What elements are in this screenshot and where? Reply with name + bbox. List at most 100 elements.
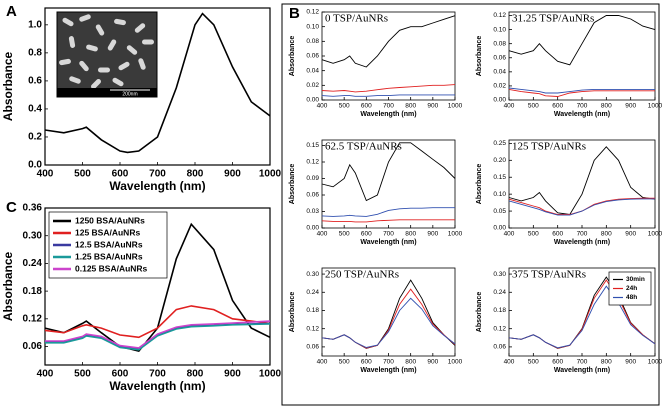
- y-tick-label: 0.30: [493, 271, 506, 278]
- x-tick-label: 500: [528, 103, 539, 110]
- plot: 400 500 600 700 800 900 1000 0.00 0.02 0.04 0.06 0.…: [289, 5, 463, 118]
- y-tick-label: 0.12: [306, 159, 319, 166]
- nanorod: [118, 61, 130, 71]
- y-tick-label: 0.00: [493, 97, 506, 104]
- y-tick-label: 0.24: [23, 258, 43, 269]
- panel-b-frame: [281, 3, 660, 406]
- panel-title: 31.25 TSP/AuNRs: [512, 13, 594, 25]
- x-tick-label: 900: [427, 231, 438, 238]
- series-line: [508, 88, 655, 97]
- y-tick-label: 0.8: [28, 47, 42, 58]
- x-tick-label: 500: [528, 359, 539, 366]
- series-line: [321, 207, 455, 217]
- plot: 400 500 600 700 800 900 1000 0.00 0.03 0.06 0.09 0.…: [289, 139, 463, 246]
- legend-frame: [48, 211, 168, 279]
- x-tick-label: 700: [383, 103, 394, 110]
- legend-label: 0.125 BSA/AuNRs: [75, 263, 148, 273]
- plot-frame: [508, 139, 656, 229]
- y-tick-label: 0.2: [28, 132, 42, 143]
- x-tick-label: 900: [427, 359, 438, 366]
- y-axis-label: Absorbance: [476, 36, 483, 77]
- y-tick-label: 0.12: [493, 12, 506, 19]
- panel-letter: A: [6, 3, 17, 20]
- series-line: [321, 219, 455, 223]
- x-axis-label: Wavelength (nm): [554, 111, 610, 118]
- y-tick-label: 0.05: [493, 208, 506, 215]
- inset-scale-label: 200nm: [122, 91, 137, 97]
- y-tick-label: 0.02: [306, 82, 319, 89]
- plot: 400 500 600 700 800 900 1000 0.00 0.05 0.10 0.15 0.…: [476, 139, 662, 246]
- y-tick-label: 0.06: [306, 192, 319, 199]
- y-tick-label: 0.03: [306, 208, 319, 215]
- x-tick-label: 700: [383, 359, 394, 366]
- y-axis-label: Absorbance: [289, 36, 296, 77]
- scale-strip: [57, 88, 157, 97]
- x-tick-label: 500: [339, 231, 350, 238]
- nanorod: [91, 79, 101, 89]
- y-tick-label: 0.08: [306, 38, 319, 45]
- y-tick-label: 0.10: [306, 23, 319, 30]
- x-tick-label: 400: [317, 231, 328, 238]
- nanorod: [134, 23, 146, 33]
- x-tick-label: 1000: [448, 231, 463, 238]
- x-tick-label: 800: [405, 103, 416, 110]
- x-axis-label: Wavelength (nm): [360, 367, 416, 374]
- series-line: [321, 297, 456, 348]
- y-axis-label: Absorbance: [476, 164, 483, 205]
- nanorod: [68, 36, 76, 48]
- x-tick-label: 400: [37, 169, 54, 180]
- plot: 400 500 600 700 800 900 1000 0.0 0.2 0.4 0.6 0.8 1.0…: [1, 3, 281, 193]
- panel-title: 125 TSP/AuNRs: [512, 141, 586, 153]
- x-axis-label: Wavelength (nm): [360, 111, 416, 118]
- y-tick-label: 1.0: [28, 19, 42, 30]
- x-tick-label: 600: [552, 231, 563, 238]
- y-tick-label: 0.00: [306, 225, 319, 232]
- panel-title: 62.5 TSP/AuNRs: [325, 141, 402, 153]
- y-tick-label: 0.10: [493, 191, 506, 198]
- x-tick-label: 900: [625, 103, 636, 110]
- y-tick-label: 0.24: [306, 289, 319, 296]
- legend-label: 48h: [626, 294, 637, 301]
- y-tick-label: 0.06: [493, 344, 506, 351]
- y-tick-label: 0.08: [493, 40, 506, 47]
- y-tick-label: 0.02: [493, 83, 506, 90]
- x-tick-label: 400: [504, 103, 515, 110]
- series-line: [508, 15, 656, 66]
- x-tick-label: 1000: [648, 359, 662, 366]
- y-tick-label: 0.00: [306, 97, 319, 104]
- y-tick-label: 0.12: [306, 9, 319, 16]
- plot-frame: [321, 139, 456, 229]
- x-tick-label: 600: [552, 359, 563, 366]
- inset-image: 200nm: [56, 11, 158, 98]
- x-tick-label: 700: [149, 369, 166, 380]
- series-line: [508, 87, 655, 94]
- x-tick-label: 800: [187, 369, 204, 380]
- x-tick-label: 900: [427, 103, 438, 110]
- y-tick-label: 0.06: [493, 54, 506, 61]
- x-tick-label: 700: [577, 231, 588, 238]
- series-line: [321, 15, 456, 68]
- x-tick-label: 500: [74, 369, 91, 380]
- nanorod: [69, 76, 81, 84]
- x-axis-label: Wavelength (nm): [109, 379, 205, 393]
- panel-title: 375 TSP/AuNRs: [512, 269, 586, 281]
- series-line: [321, 94, 455, 97]
- nanorod: [98, 67, 110, 73]
- series-line: [508, 197, 655, 215]
- series-line: [44, 222, 271, 352]
- y-tick-label: 0.25: [493, 140, 506, 147]
- y-axis-label: Absorbance: [289, 164, 296, 205]
- series-line: [321, 84, 456, 93]
- series-line: [45, 323, 271, 351]
- nanorod: [138, 58, 146, 70]
- y-tick-label: 0.12: [23, 313, 43, 324]
- y-tick-label: 0.30: [306, 271, 319, 278]
- plot: 400 500 600 700 800 900 1000 0.06 0.12 0.18 0.24 0.…: [476, 267, 662, 374]
- legend-label: 30min: [626, 276, 645, 283]
- y-tick-label: 0.12: [306, 325, 319, 332]
- x-axis-label: Wavelength (nm): [109, 179, 205, 193]
- nanorod: [59, 58, 71, 66]
- legend-label: 1.25 BSA/AuNRs: [75, 251, 143, 261]
- nanorod: [62, 17, 74, 27]
- y-tick-label: 0.18: [493, 307, 506, 314]
